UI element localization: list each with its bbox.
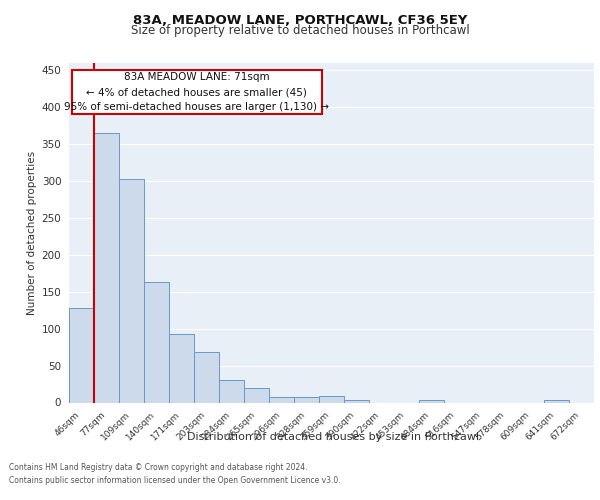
Text: Contains HM Land Registry data © Crown copyright and database right 2024.: Contains HM Land Registry data © Crown c… [9, 464, 308, 472]
Text: 83A MEADOW LANE: 71sqm
← 4% of detached houses are smaller (45)
95% of semi-deta: 83A MEADOW LANE: 71sqm ← 4% of detached … [64, 72, 329, 112]
Bar [269, 396, 294, 402]
Y-axis label: Number of detached properties: Number of detached properties [28, 150, 37, 314]
Bar [94, 132, 119, 402]
Bar [244, 388, 269, 402]
Text: 83A, MEADOW LANE, PORTHCAWL, CF36 5EY: 83A, MEADOW LANE, PORTHCAWL, CF36 5EY [133, 14, 467, 27]
Bar [144, 282, 169, 403]
Bar [544, 400, 569, 402]
Text: Size of property relative to detached houses in Porthcawl: Size of property relative to detached ho… [131, 24, 469, 37]
Bar [219, 380, 244, 402]
Text: Contains public sector information licensed under the Open Government Licence v3: Contains public sector information licen… [9, 476, 341, 485]
Bar [194, 352, 219, 403]
Bar [294, 398, 319, 402]
Bar [344, 400, 369, 402]
Bar [419, 400, 444, 402]
Bar [169, 334, 194, 402]
FancyBboxPatch shape [71, 70, 322, 114]
Text: Distribution of detached houses by size in Porthcawl: Distribution of detached houses by size … [187, 432, 479, 442]
Bar [119, 178, 144, 402]
Bar [319, 396, 344, 402]
Bar [69, 308, 94, 402]
